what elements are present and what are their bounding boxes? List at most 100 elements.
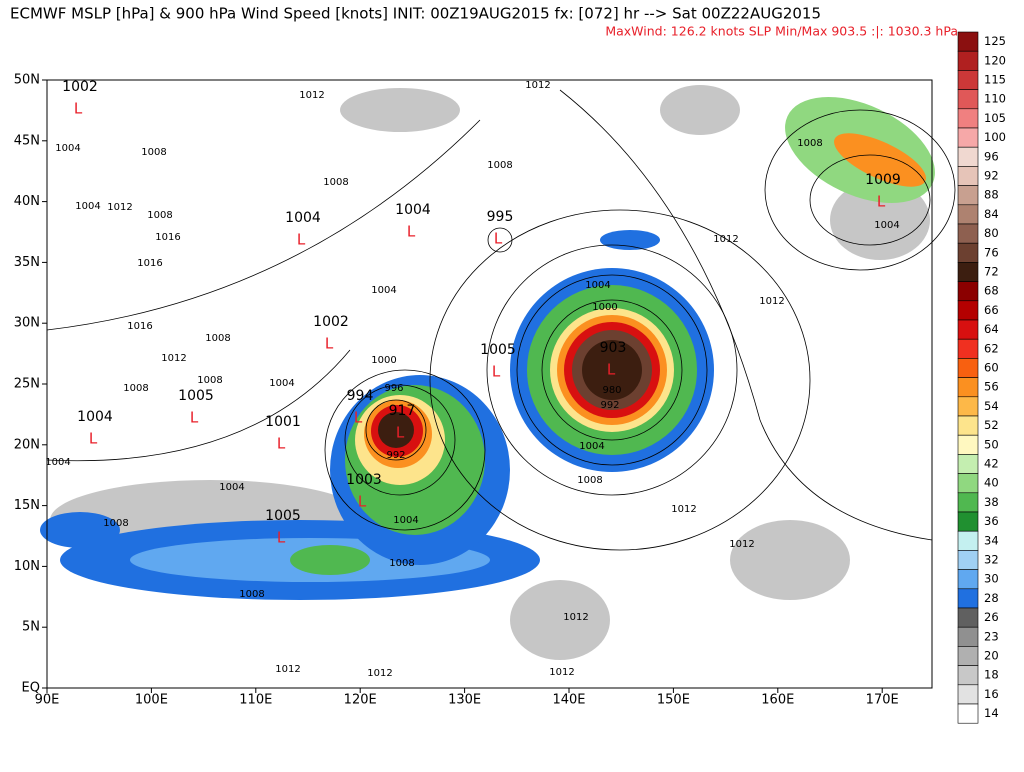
- isobar-label: 1008: [323, 177, 348, 188]
- colorbar-label: 34: [984, 533, 999, 547]
- isobar-label: 992: [600, 400, 619, 411]
- colorbar-swatch: [957, 588, 979, 609]
- isobar-label: 1012: [299, 90, 324, 101]
- colorbar-swatch: [957, 665, 979, 686]
- isobar-label: 1004: [75, 201, 100, 212]
- isobar-label: 1012: [107, 202, 132, 213]
- colorbar-label: 28: [984, 591, 999, 605]
- pressure-value: 1003: [346, 472, 382, 488]
- colorbar-label: 40: [984, 476, 999, 490]
- colorbar-swatch: [957, 703, 979, 724]
- colorbar-label: 38: [984, 495, 999, 509]
- colorbar-label: 88: [984, 188, 999, 202]
- isobar-label: 1004: [219, 482, 244, 493]
- isobar-label: 1008: [389, 558, 414, 569]
- colorbar-swatch: [957, 550, 979, 570]
- lat-label: 10N: [14, 559, 40, 574]
- colorbar-label: 32: [984, 553, 999, 567]
- low-symbol: L: [492, 363, 501, 381]
- colorbar-label: 52: [984, 418, 999, 432]
- colorbar-swatch: [957, 300, 979, 321]
- pressure-value: 917: [389, 403, 416, 419]
- isobar-label: 1008: [797, 138, 822, 149]
- isobar-label: 1008: [141, 147, 166, 158]
- colorbar-swatch: [957, 223, 979, 244]
- colorbar-label: 16: [984, 687, 999, 701]
- low-symbol: L: [74, 100, 83, 118]
- lon-label: 90E: [35, 693, 60, 708]
- isobar-label: 1012: [759, 296, 784, 307]
- colorbar-label: 23: [984, 629, 999, 643]
- colorbar-label: 26: [984, 610, 999, 624]
- colorbar-label: 36: [984, 514, 999, 528]
- lon-label: 140E: [552, 693, 585, 708]
- colorbar-label: 50: [984, 437, 999, 451]
- colorbar-swatch: [957, 473, 979, 494]
- colorbar-label: 20: [984, 649, 999, 663]
- isobar-label: 1008: [147, 210, 172, 221]
- low-symbol: L: [89, 430, 98, 448]
- pressure-value: 995: [487, 209, 514, 225]
- colorbar-label: 68: [984, 284, 999, 298]
- colorbar-swatch: [957, 89, 979, 110]
- isobar-label: 1012: [713, 234, 738, 245]
- low-symbol: L: [354, 409, 363, 427]
- colorbar-label: 54: [984, 399, 999, 413]
- isobar-label: 1008: [577, 475, 602, 486]
- colorbar-label: 84: [984, 207, 999, 221]
- colorbar-label: 60: [984, 361, 999, 375]
- colorbar-label: 120: [984, 53, 1006, 67]
- isobar-label: 1004: [371, 285, 396, 296]
- pressure-value: 1004: [77, 409, 113, 425]
- colorbar-label: 92: [984, 169, 999, 183]
- colorbar-swatch: [957, 511, 979, 532]
- isobar-label: 1016: [127, 321, 152, 332]
- isobar-label: 1004: [55, 143, 80, 154]
- isobar-label: 1012: [275, 664, 300, 675]
- pressure-value: 903: [600, 340, 627, 356]
- isobar-label: 1000: [371, 355, 396, 366]
- colorbar-label: 125: [984, 34, 1006, 48]
- typhoon-goni: [330, 375, 510, 565]
- colorbar-swatch: [957, 31, 979, 52]
- isobar-label: 1000: [592, 302, 617, 313]
- isobar-label: 1004: [874, 220, 899, 231]
- isobar-label: 1012: [367, 668, 392, 679]
- isobar-label: 1004: [269, 378, 294, 389]
- colorbar-swatch: [957, 50, 979, 71]
- lat-label: 50N: [14, 73, 40, 88]
- colorbar-swatch: [957, 70, 979, 90]
- isobar-label: 996: [384, 383, 403, 394]
- lat-label: 20N: [14, 437, 40, 452]
- colorbar-label: 18: [984, 668, 999, 682]
- colorbar-swatch: [957, 434, 979, 455]
- isobar-label: 1012: [161, 353, 186, 364]
- isobar-label: 1008: [205, 333, 230, 344]
- colorbar-swatch: [957, 492, 979, 513]
- colorbar-swatch: [957, 108, 979, 129]
- lat-label: EQ: [22, 681, 40, 696]
- low-symbol: L: [396, 424, 405, 442]
- lat-label: 15N: [14, 498, 40, 513]
- colorbar-swatch: [957, 319, 979, 340]
- colorbar-swatch: [957, 166, 979, 186]
- isobar-label: 992: [386, 450, 405, 461]
- low-symbol: L: [407, 223, 416, 241]
- colorbar-swatch: [957, 185, 979, 206]
- colorbar-label: 42: [984, 457, 999, 471]
- colorbar-swatch: [957, 415, 979, 436]
- colorbar-label: 105: [984, 111, 1006, 125]
- colorbar-label: 64: [984, 322, 999, 336]
- colorbar-swatch: [957, 127, 979, 148]
- colorbar-swatch: [957, 607, 979, 628]
- colorbar-swatch: [957, 338, 979, 359]
- low-symbol: L: [358, 493, 367, 511]
- lat-label: 35N: [14, 255, 40, 270]
- colorbar-label: 115: [984, 73, 1006, 87]
- pressure-value: 1009: [865, 172, 901, 188]
- colorbar-label: 80: [984, 226, 999, 240]
- colorbar-swatch: [957, 377, 979, 398]
- colorbar-label: 66: [984, 303, 999, 317]
- low-symbol: L: [607, 361, 616, 379]
